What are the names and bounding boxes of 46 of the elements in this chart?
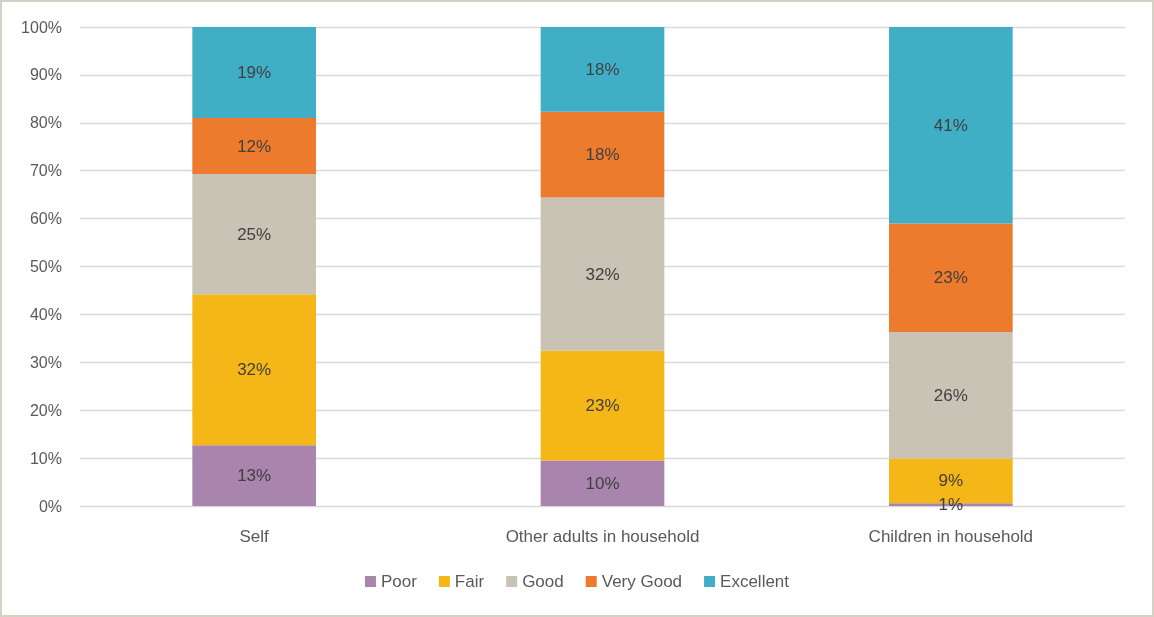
- data-label: 18%: [585, 145, 620, 165]
- data-label: 13%: [237, 466, 272, 486]
- y-tick-label: 70%: [29, 162, 62, 180]
- data-label: 12%: [237, 136, 272, 156]
- bar: [889, 332, 1013, 459]
- y-tick-label: 30%: [29, 353, 62, 371]
- y-tick-label: 60%: [29, 210, 62, 228]
- data-label: 23%: [933, 268, 968, 288]
- data-label: 23%: [585, 396, 620, 416]
- data-label: 32%: [585, 264, 620, 284]
- y-tick-label: 50%: [29, 258, 62, 275]
- bar: [889, 223, 1013, 333]
- bar: [192, 27, 316, 119]
- data-label: 41%: [933, 115, 968, 135]
- legend-label: Good: [522, 572, 564, 591]
- legend-label: Poor: [380, 572, 418, 591]
- y-tick-label: 20%: [29, 401, 62, 419]
- bar: [192, 174, 316, 295]
- x-tick-label: Self: [239, 527, 270, 546]
- legend-label: Very Good: [601, 572, 683, 591]
- data-label: 10%: [585, 473, 620, 493]
- data-label: 9%: [938, 471, 964, 491]
- data-label: 25%: [237, 224, 272, 244]
- bar: [540, 350, 665, 461]
- legend-label: Excellent: [720, 572, 790, 591]
- y-tick-label: 0%: [38, 497, 62, 515]
- x-tick-label: Other adults in household: [505, 527, 700, 546]
- bar: [192, 294, 316, 446]
- bar: [889, 27, 1013, 224]
- data-label: 18%: [585, 59, 620, 79]
- bar: [192, 118, 316, 175]
- data-label: 26%: [933, 385, 968, 405]
- x-tick-label: Children in household: [868, 527, 1034, 546]
- data-label: 19%: [237, 63, 272, 82]
- y-tick-label: 90%: [29, 66, 62, 84]
- data-label: 32%: [237, 360, 272, 380]
- y-tick-label: 80%: [29, 114, 62, 132]
- bar: [540, 111, 665, 198]
- bar: [192, 445, 316, 506]
- bar: [540, 27, 665, 112]
- legend-label: Fair: [454, 572, 485, 591]
- y-tick-label: 100%: [21, 18, 62, 36]
- bar: [540, 460, 665, 506]
- bar: [540, 197, 665, 351]
- y-tick-label: 10%: [29, 449, 62, 467]
- y-tick-label: 40%: [29, 305, 62, 323]
